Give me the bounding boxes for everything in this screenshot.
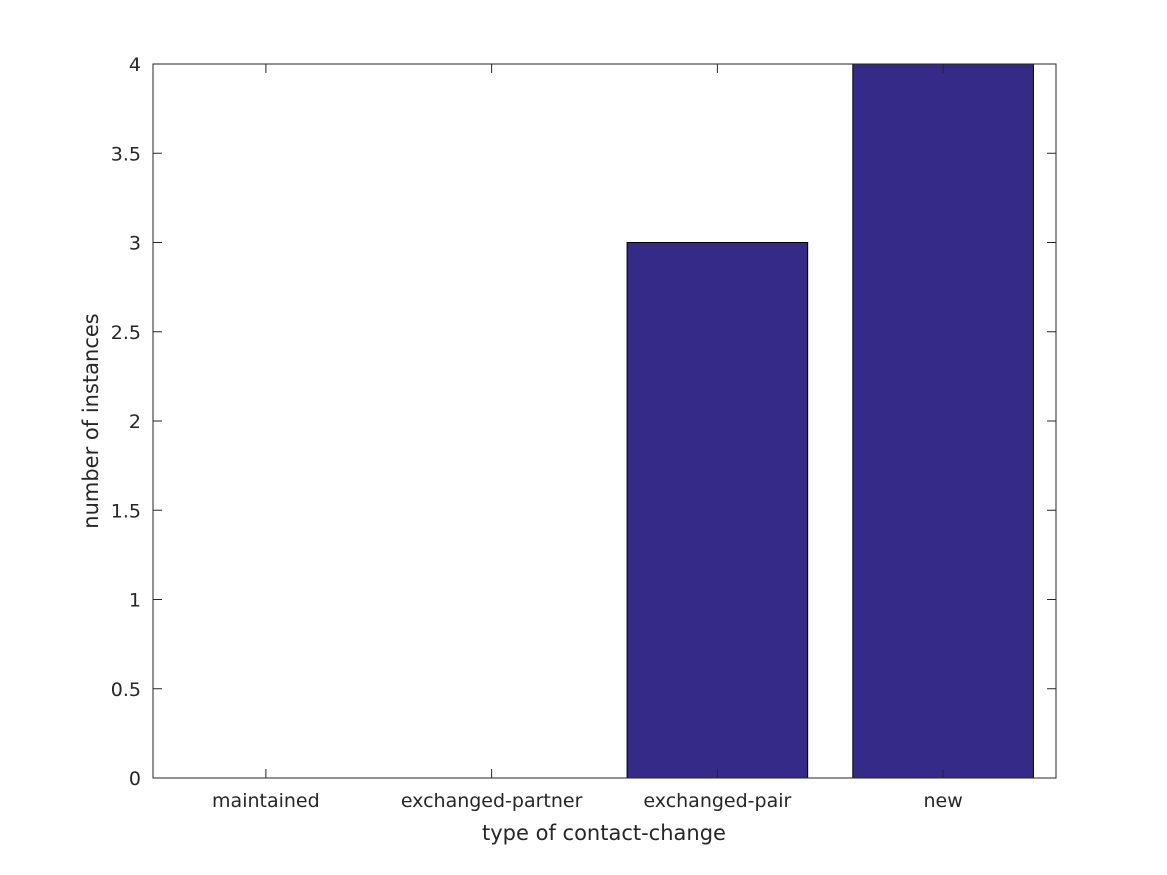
x-tick-label-new: new: [923, 790, 962, 812]
y-tick-label: 3.5: [111, 143, 141, 165]
y-tick-label: 1: [129, 590, 141, 612]
y-tick-label: 3: [129, 233, 141, 255]
y-tick-label: 2.5: [111, 322, 141, 344]
bars-group: [626, 63, 1034, 779]
y-tick-label: 0: [129, 768, 141, 790]
x-tick-labels: maintained exchanged-partner exchanged-pai…: [212, 790, 963, 812]
bar-new: [852, 63, 1034, 779]
x-tick-label-maintained: maintained: [212, 790, 320, 812]
y-tick-label: 4: [129, 54, 141, 76]
x-tick-label-exchanged-pair: exchanged-pair: [643, 790, 791, 812]
y-tick-labels: 0 0.5 1 1.5 2 2.5 3 3.5 4: [111, 54, 141, 790]
y-tick-label: 1.5: [111, 500, 141, 522]
bar-exchanged-pair: [626, 242, 809, 779]
y-axis-label: number of instances: [79, 313, 103, 528]
x-axis-label: type of contact-change: [482, 821, 726, 845]
x-tick-label-exchanged-partner: exchanged-partner: [401, 790, 583, 812]
ticks-group: [153, 63, 1056, 779]
y-tick-label: 2: [129, 411, 141, 433]
y-tick-label: 0.5: [111, 679, 141, 701]
